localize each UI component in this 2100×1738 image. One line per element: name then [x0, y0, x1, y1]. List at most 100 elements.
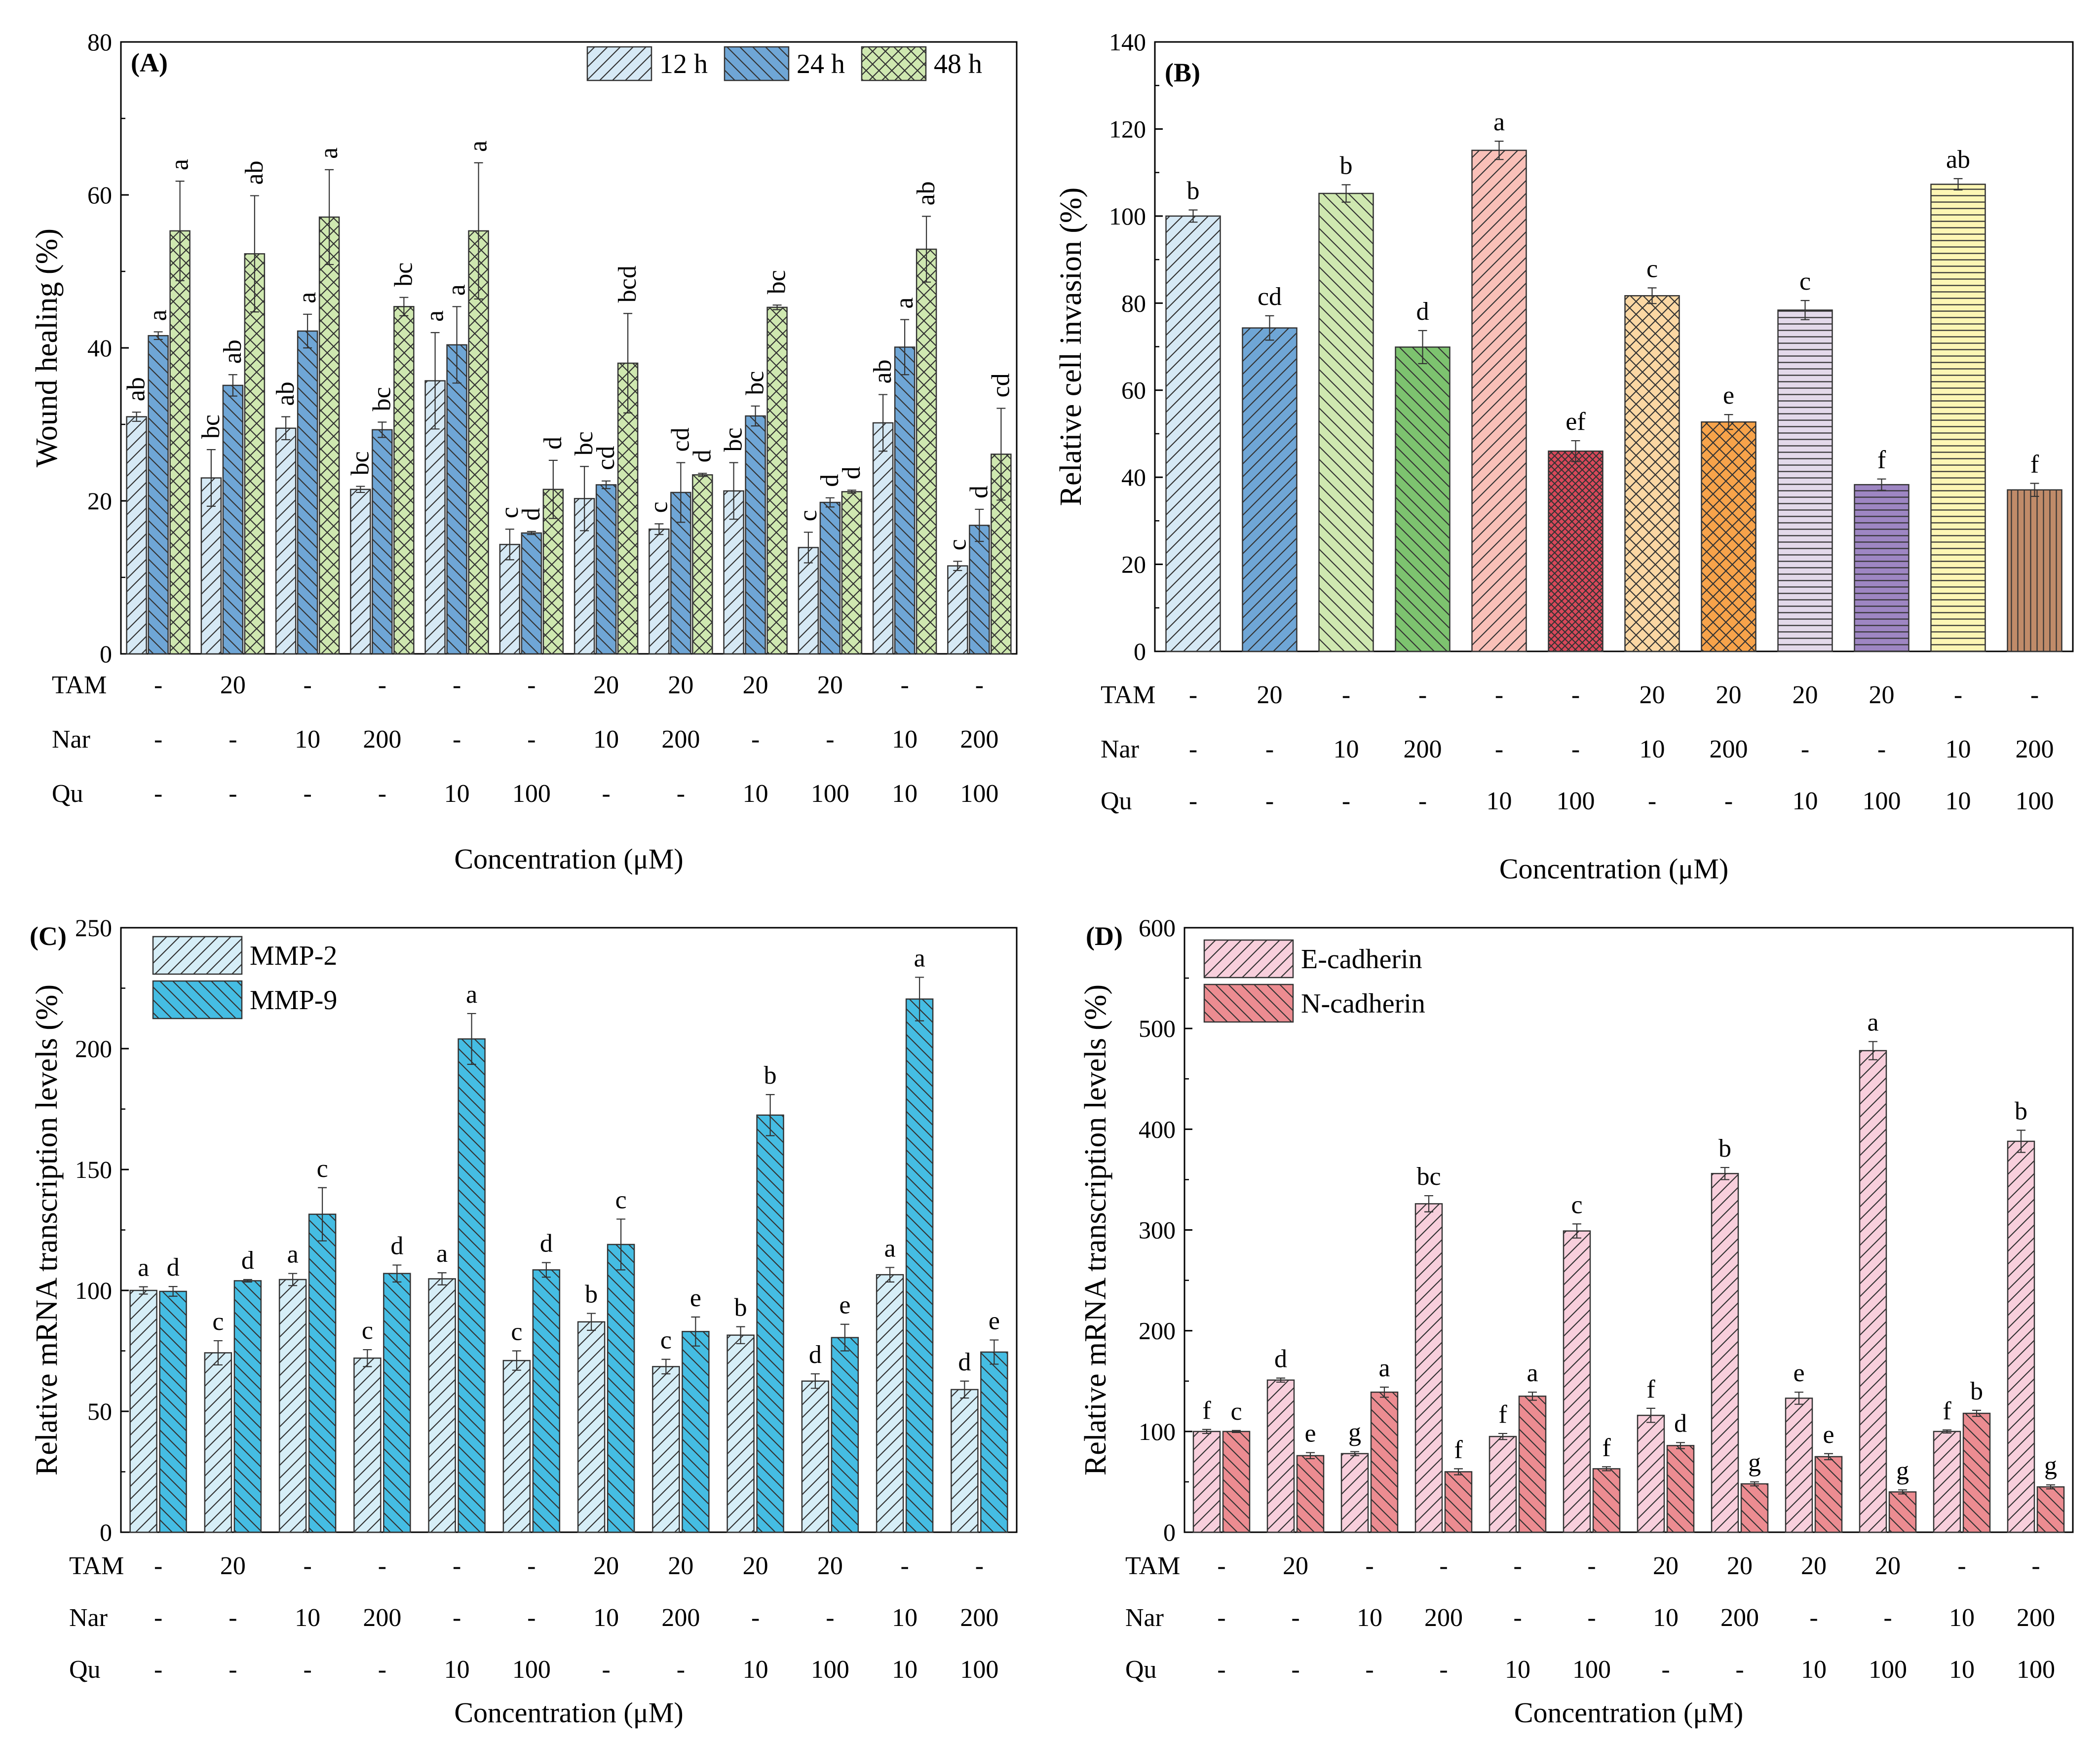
- condition-value: -: [1883, 1604, 1892, 1632]
- condition-value: 10: [1949, 1604, 1975, 1632]
- bar-a-12-h-10: [872, 422, 894, 655]
- significance-letter: a: [436, 1240, 448, 1268]
- condition-value: 10: [892, 780, 917, 808]
- significance-letter: c: [317, 1155, 328, 1183]
- x-axis-label: Concentration (μM): [454, 1697, 683, 1729]
- bar-d-n-cadherin-2: [1370, 1391, 1399, 1533]
- condition-value: 10: [1946, 735, 1971, 763]
- significance-letter: c: [615, 1186, 627, 1214]
- condition-value: -: [1587, 1552, 1596, 1580]
- bar-b-value-0: [1165, 215, 1221, 652]
- significance-letter: e: [1304, 1420, 1316, 1448]
- condition-value: -: [154, 1656, 162, 1684]
- bar-b-value-8: [1777, 309, 1833, 652]
- condition-value: 200: [2016, 735, 2054, 763]
- condition-value: -: [303, 780, 311, 808]
- bar-b-value-6: [1624, 295, 1680, 652]
- bar-c-mmp-2-0: [129, 1289, 157, 1533]
- bar-a-24-h-9: [819, 501, 841, 655]
- significance-letter: d: [1274, 1345, 1287, 1373]
- y-tick-label: 60: [1121, 377, 1146, 404]
- significance-letter: b: [1187, 177, 1200, 205]
- significance-letter: bc: [197, 415, 225, 439]
- condition-value: -: [1571, 735, 1580, 763]
- condition-value: -: [1724, 787, 1733, 815]
- significance-letter: d: [517, 508, 545, 521]
- condition-value: -: [1342, 787, 1350, 815]
- bar-a-48-h-9: [841, 491, 863, 655]
- significance-letter: cd: [592, 446, 620, 470]
- legend-swatch: [586, 46, 652, 81]
- condition-value: 10: [892, 1604, 917, 1632]
- legend-label: MMP-9: [250, 985, 337, 1016]
- significance-letter: c: [794, 510, 822, 521]
- significance-letter: g: [1896, 1457, 1909, 1485]
- condition-row-label: TAM: [52, 671, 107, 699]
- significance-letter: d: [965, 486, 993, 498]
- y-tick-label: 80: [87, 28, 112, 56]
- significance-letter: f: [1498, 1400, 1507, 1429]
- condition-row-label: Qu: [1125, 1656, 1157, 1684]
- legend: MMP-2 MMP-9: [152, 936, 337, 1020]
- condition-value: 20: [1283, 1552, 1308, 1580]
- y-axis-label: Relative cell invasion (%): [1054, 188, 1088, 506]
- condition-value: 20: [743, 1552, 768, 1580]
- significance-letter: ab: [271, 381, 300, 406]
- bar-a-24-h-3: [372, 429, 393, 655]
- bar-b-value-4: [1471, 150, 1527, 652]
- bar-a-48-h-2: [318, 216, 340, 655]
- condition-value: 200: [661, 725, 700, 754]
- significance-letter: a: [287, 1241, 299, 1269]
- condition-value: 100: [1863, 787, 1901, 815]
- significance-letter: c: [511, 1318, 522, 1346]
- legend-swatch: [152, 936, 243, 975]
- condition-value: 200: [960, 725, 998, 754]
- bar-c-mmp-9-10: [905, 998, 934, 1533]
- significance-letter: c: [362, 1317, 373, 1345]
- condition-value: -: [303, 1552, 311, 1580]
- condition-value: 20: [1653, 1552, 1679, 1580]
- legend-label: N-cadherin: [1301, 988, 1425, 1019]
- condition-value: 10: [892, 1656, 917, 1684]
- condition-value: -: [527, 725, 535, 754]
- condition-value: 100: [1557, 787, 1595, 815]
- condition-value: -: [1661, 1656, 1670, 1684]
- condition-value: -: [154, 780, 162, 808]
- condition-value: 100: [2017, 1656, 2055, 1684]
- condition-value: 20: [220, 671, 246, 699]
- significance-letter: c: [1646, 255, 1658, 283]
- bar-b-value-10: [1930, 184, 1986, 652]
- significance-letter: bc: [763, 270, 791, 294]
- condition-row-label: Nar: [1125, 1604, 1164, 1632]
- y-tick-label: 150: [75, 1156, 112, 1183]
- condition-row-label: Qu: [69, 1656, 101, 1684]
- condition-value: -: [1265, 787, 1274, 815]
- legend: E-cadherin N-cadherin: [1203, 939, 1425, 1023]
- bar-a-48-h-10: [916, 248, 937, 655]
- bar-b-value-11: [2007, 489, 2062, 652]
- condition-row-label: TAM: [1101, 681, 1155, 709]
- y-tick-label: 600: [1139, 914, 1176, 942]
- significance-letter: f: [1602, 1434, 1611, 1462]
- bar-a-48-h-4: [468, 230, 489, 655]
- bar-c-mmp-2-10: [876, 1274, 904, 1533]
- significance-letter: b: [1718, 1134, 1731, 1163]
- bar-a-12-h-8: [723, 490, 744, 655]
- condition-value: -: [303, 1656, 311, 1684]
- significance-letter: d: [539, 437, 567, 450]
- y-tick-label: 500: [1139, 1015, 1176, 1042]
- significance-letter: c: [1571, 1191, 1582, 1219]
- condition-value: -: [229, 1656, 237, 1684]
- significance-letter: a: [144, 309, 172, 321]
- y-tick-label: 0: [1134, 638, 1146, 665]
- condition-value: 200: [661, 1604, 700, 1632]
- condition-value: -: [229, 780, 237, 808]
- significance-letter: c: [660, 1326, 672, 1355]
- bar-c-mmp-2-3: [353, 1357, 382, 1533]
- significance-letter: d: [167, 1253, 180, 1282]
- condition-value: 10: [1505, 1656, 1530, 1684]
- legend-swatch: [1203, 939, 1294, 979]
- condition-value: -: [1189, 681, 1197, 709]
- condition-value: 10: [593, 725, 619, 754]
- condition-row-label: Nar: [52, 725, 90, 754]
